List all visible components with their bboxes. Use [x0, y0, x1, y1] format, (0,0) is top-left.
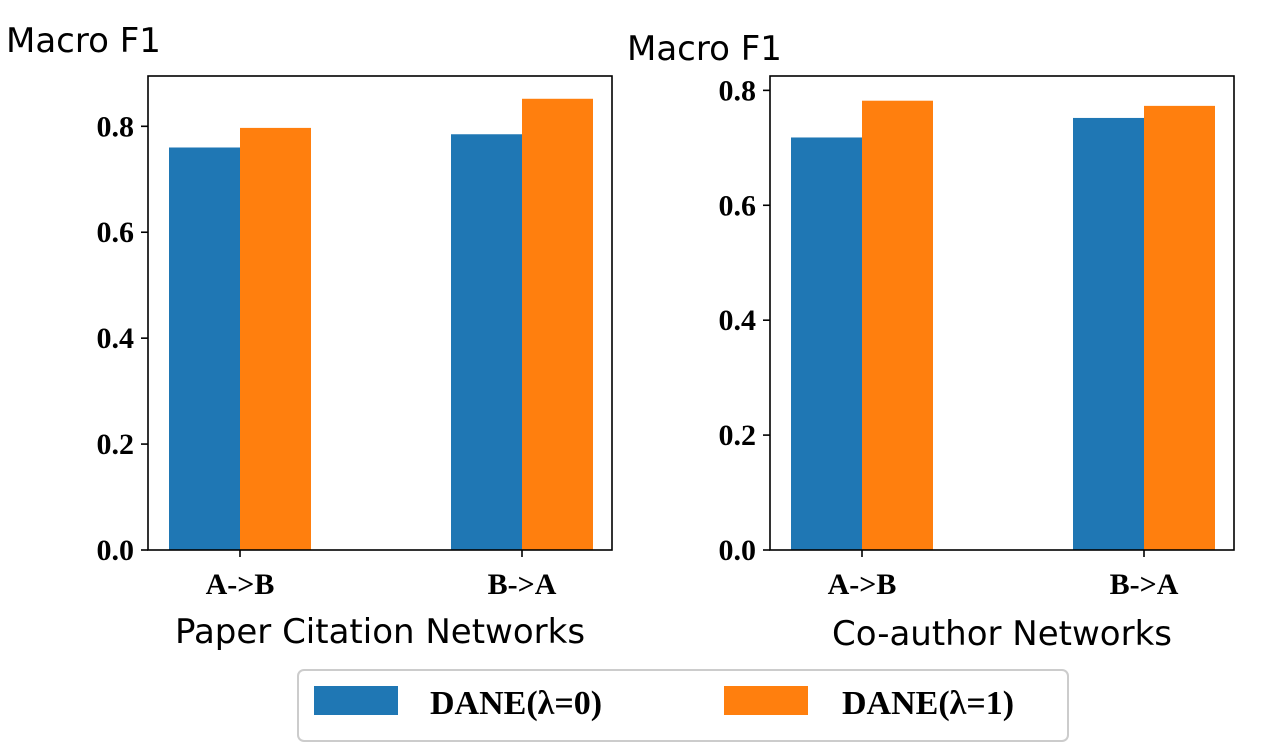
x-axis-label: Co-author Networks: [832, 614, 1172, 654]
y-tick-label: 0.6: [719, 189, 757, 222]
bar-lambda1-1: [522, 98, 593, 550]
y-tick-label: 0.6: [97, 216, 135, 249]
y-axis-label: Macro F1: [627, 29, 782, 69]
bar-lambda0-0: [791, 137, 862, 550]
y-tick-label: 0.4: [97, 322, 135, 355]
chart-panel-1: 0.0 0.2 0.4 0.6 0.8 A->B B->A Macro F1 Paper Cit…: [6, 21, 613, 652]
legend-label-1: DANE(λ=1): [842, 685, 1014, 722]
x-axis-label: Paper Citation Networks: [175, 612, 585, 652]
chart-panel-2: 0.0 0.2 0.4 0.6 0.8 A->B B->A Macro F1 Co-author…: [627, 29, 1235, 654]
x-tick-label: B->A: [488, 568, 557, 601]
bar-lambda1-1: [1144, 105, 1215, 550]
x-tick-label: A->B: [206, 568, 275, 601]
bar-lambda0-0: [169, 147, 240, 551]
legend-frame: [297, 669, 1069, 742]
y-tick-label: 0.8: [97, 110, 135, 143]
x-tick-label: A->B: [828, 568, 897, 601]
legend-label-0: DANE(λ=0): [430, 685, 602, 722]
y-tick-label: 0.8: [719, 74, 757, 107]
axes-frame: [147, 75, 613, 551]
y-tick-label: 0.2: [97, 428, 135, 461]
legend: DANE(λ=0) DANE(λ=1): [297, 669, 1069, 742]
axes-frame: [769, 75, 1235, 551]
y-axis-label: Macro F1: [6, 21, 161, 61]
legend-swatch-1: [724, 686, 808, 715]
bar-lambda1-0: [240, 127, 311, 550]
y-tick-label: 0.2: [719, 419, 757, 452]
bar-lambda1-0: [862, 100, 933, 551]
y-tick-label: 0.4: [719, 304, 757, 337]
legend-swatch-0: [314, 686, 398, 715]
bar-lambda0-1: [1073, 117, 1144, 550]
bar-lambda0-1: [451, 134, 522, 550]
y-tick-label: 0.0: [719, 534, 757, 567]
y-tick-label: 0.0: [97, 534, 135, 567]
x-tick-label: B->A: [1110, 568, 1179, 601]
